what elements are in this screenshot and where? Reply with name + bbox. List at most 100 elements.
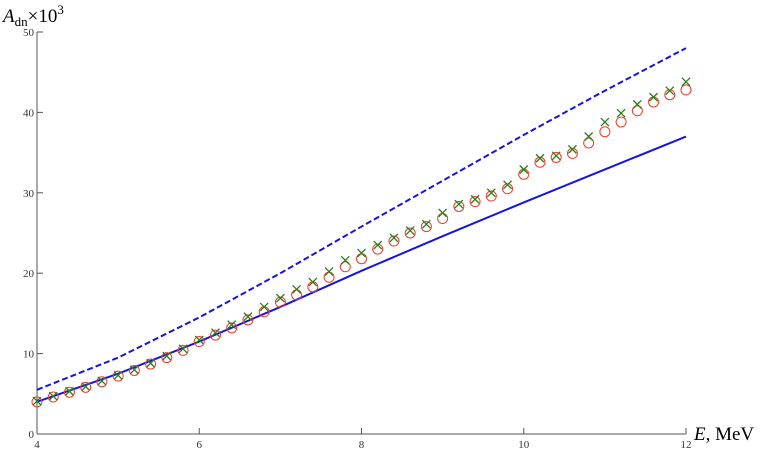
cross-marker bbox=[389, 233, 399, 243]
circle-marker bbox=[583, 137, 595, 149]
cross-marker bbox=[259, 302, 269, 312]
y-axis-label: Adn×103 bbox=[1, 2, 64, 29]
y-tick-label: 10 bbox=[23, 349, 35, 361]
circle-marker bbox=[307, 281, 319, 293]
circle-marker bbox=[648, 96, 660, 108]
circle-marker bbox=[534, 156, 546, 168]
cross-marker bbox=[178, 344, 188, 354]
circle-marker bbox=[291, 289, 303, 301]
circle-marker bbox=[404, 227, 416, 239]
circle-marker bbox=[550, 151, 562, 163]
y-tick-label: 30 bbox=[23, 188, 35, 200]
cross-marker bbox=[454, 199, 464, 209]
circle-marker bbox=[485, 190, 497, 202]
y-tick-label: 40 bbox=[23, 107, 35, 119]
cross-marker bbox=[649, 92, 659, 102]
circle-marker bbox=[566, 147, 578, 159]
circle-marker bbox=[323, 271, 335, 283]
cross-marker bbox=[97, 376, 107, 386]
cross-marker bbox=[438, 208, 448, 218]
circle-marker bbox=[193, 336, 205, 348]
circle-marker bbox=[145, 358, 157, 370]
circle-marker bbox=[161, 352, 173, 364]
circle-marker bbox=[615, 116, 627, 128]
circle-marker bbox=[339, 261, 351, 273]
cross-marker bbox=[551, 151, 561, 161]
x-tick-label: 12 bbox=[681, 439, 692, 451]
circle-marker bbox=[31, 396, 43, 408]
cross-marker bbox=[146, 358, 156, 368]
circle-marker bbox=[80, 381, 92, 393]
circle-marker bbox=[226, 322, 238, 334]
cross-marker bbox=[600, 117, 610, 127]
cross-marker bbox=[616, 108, 626, 118]
cross-marker bbox=[519, 165, 529, 174]
cross-marker bbox=[470, 194, 480, 204]
circle-marker bbox=[502, 183, 514, 195]
cross-marker bbox=[227, 320, 237, 330]
circle-marker bbox=[664, 89, 676, 101]
circle-marker bbox=[437, 213, 449, 225]
circle-marker bbox=[420, 221, 432, 233]
circle-marker bbox=[631, 105, 643, 117]
y-label-sup: 3 bbox=[57, 2, 64, 17]
cross-marker bbox=[32, 396, 42, 406]
circle-marker bbox=[453, 200, 465, 212]
circle-marker bbox=[128, 364, 140, 376]
x-label-unit: , MeV bbox=[706, 424, 755, 445]
y-tick-label: 0 bbox=[29, 429, 35, 441]
cross-marker bbox=[129, 365, 139, 375]
cross-marker bbox=[194, 335, 204, 345]
cross-marker bbox=[486, 188, 496, 198]
circle-marker bbox=[112, 370, 124, 382]
cross-marker bbox=[357, 248, 366, 258]
cross-marker bbox=[162, 351, 172, 361]
cross-marker bbox=[308, 277, 318, 287]
y-label-main: A bbox=[1, 6, 15, 27]
cross-marker bbox=[373, 240, 383, 250]
circle-marker bbox=[372, 243, 384, 255]
circle-marker bbox=[63, 386, 75, 398]
circle-marker bbox=[518, 168, 530, 180]
cross-marker bbox=[113, 370, 123, 380]
cross-marker bbox=[503, 180, 512, 190]
circle-marker bbox=[242, 314, 254, 326]
circle-marker bbox=[680, 84, 692, 96]
x-tick-label: 8 bbox=[359, 439, 365, 451]
circle-marker bbox=[469, 196, 481, 208]
cross-marker bbox=[421, 219, 431, 229]
cross-marker bbox=[275, 293, 285, 303]
y-label-times: ×10 bbox=[28, 6, 58, 27]
x-tick-label: 6 bbox=[197, 439, 203, 451]
circle-marker bbox=[274, 296, 286, 308]
circle-marker bbox=[599, 126, 611, 138]
circle-marker bbox=[209, 329, 221, 341]
y-label-sub: dn bbox=[15, 14, 29, 29]
cross-marker bbox=[292, 284, 302, 294]
cross-marker bbox=[535, 153, 545, 163]
cross-marker bbox=[665, 86, 675, 96]
line-dashed bbox=[36, 47, 687, 391]
circle-marker bbox=[96, 376, 108, 388]
circle-marker bbox=[177, 344, 189, 356]
line-solid bbox=[36, 135, 687, 403]
x-tick-label: 4 bbox=[34, 439, 40, 451]
y-tick-label: 50 bbox=[23, 27, 35, 39]
cross-marker bbox=[324, 267, 334, 277]
cross-marker bbox=[243, 312, 253, 322]
cross-marker bbox=[81, 382, 91, 392]
cross-marker bbox=[211, 328, 220, 338]
x-axis-label: E, MeV bbox=[693, 424, 754, 445]
cross-marker bbox=[405, 226, 415, 236]
x-tick-label: 10 bbox=[518, 439, 530, 451]
cross-marker bbox=[681, 77, 691, 87]
circle-marker bbox=[388, 235, 400, 247]
x-label-var: E bbox=[693, 424, 706, 445]
circle-marker bbox=[47, 391, 59, 403]
circle-marker bbox=[356, 253, 367, 265]
cross-marker bbox=[64, 386, 74, 396]
cross-marker bbox=[340, 255, 350, 265]
y-tick-label: 20 bbox=[23, 268, 35, 280]
cross-marker bbox=[632, 99, 642, 109]
